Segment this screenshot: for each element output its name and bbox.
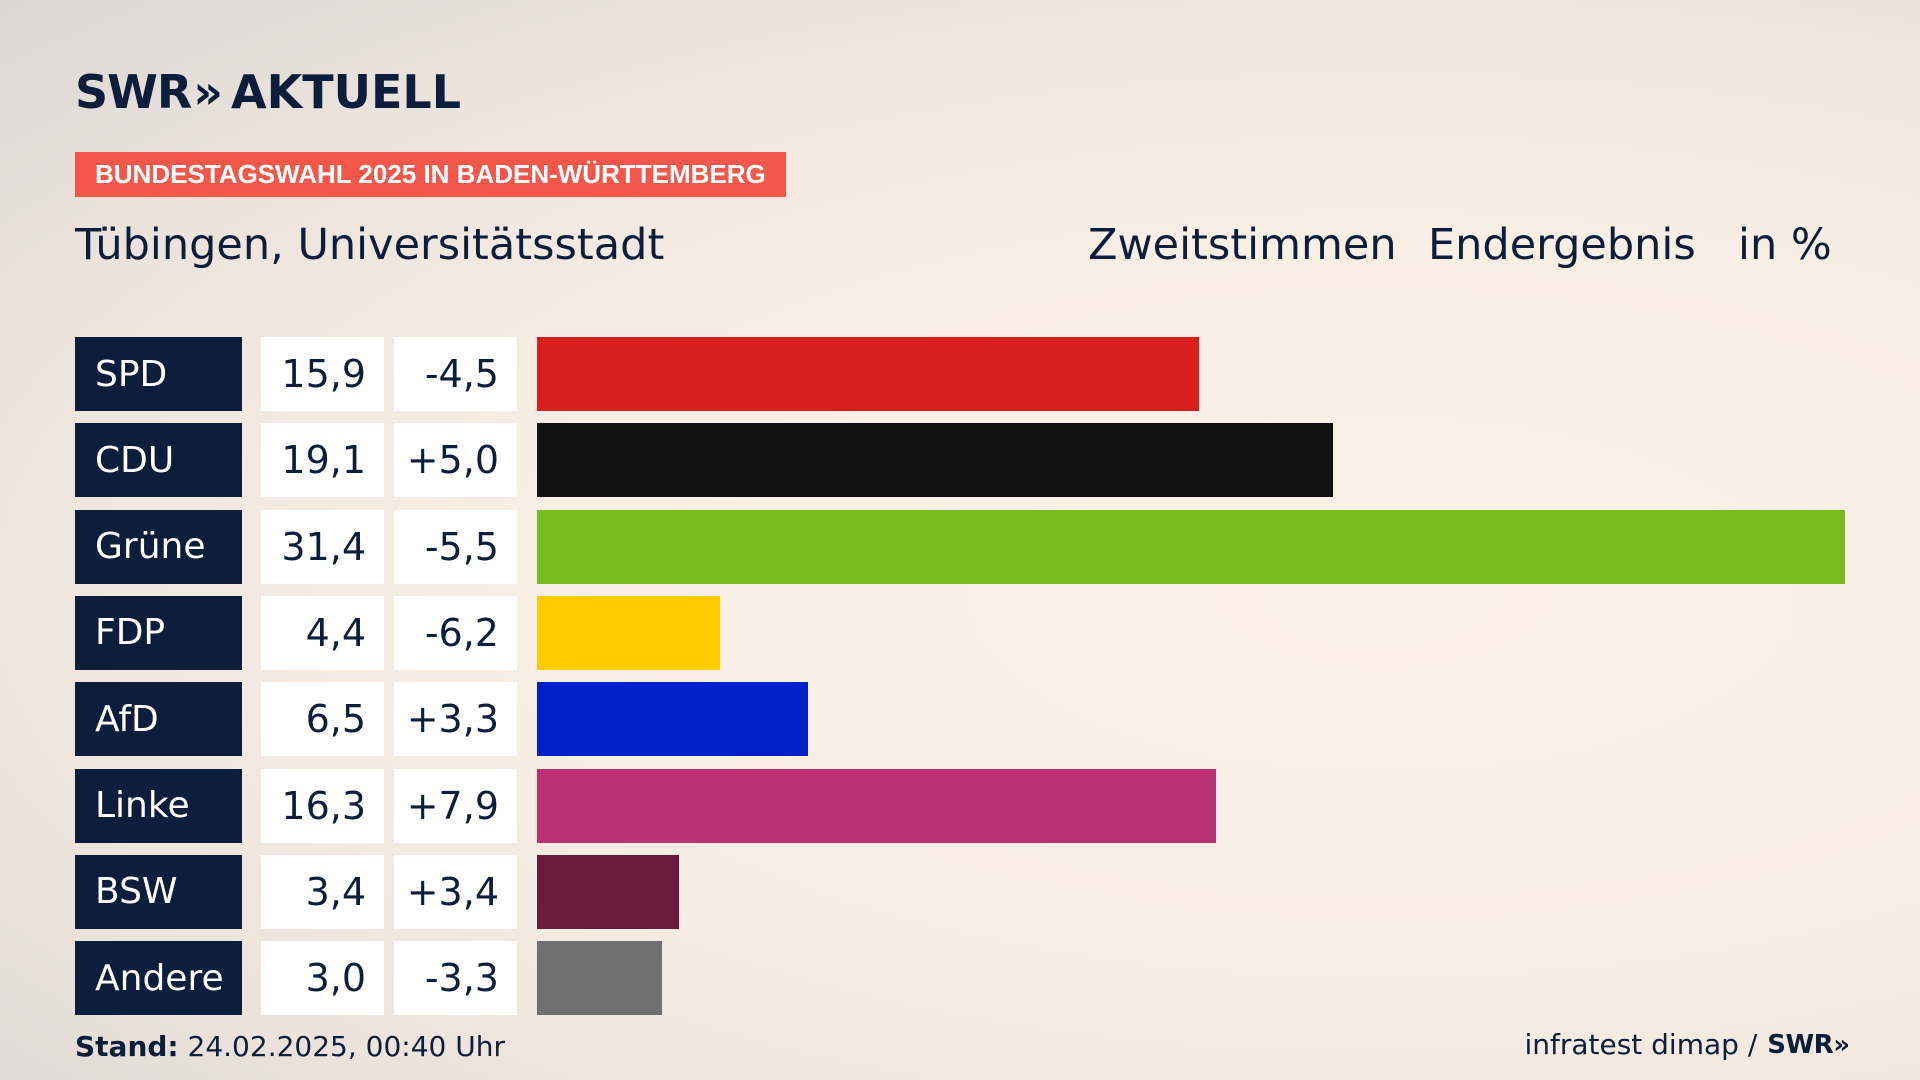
result-bar (537, 768, 1216, 843)
result-row: SPD 15,9 -4,5 (75, 337, 1845, 411)
source-chevron-icon: » (1833, 1029, 1850, 1060)
result-bar (537, 337, 1200, 411)
result-bar (537, 941, 662, 1016)
result-bar (537, 595, 721, 670)
result-row: Grüne 31,4 -5,5 (75, 509, 1845, 584)
vote-type-label: Zweitstimmen (1088, 220, 1397, 270)
party-label: BSW (75, 854, 242, 929)
party-label: CDU (75, 423, 242, 498)
election-banner: BUNDESTAGSWAHL 2025 IN BADEN-WÜRTTEMBERG (75, 152, 786, 197)
party-label: FDP (75, 595, 242, 670)
vote-share-value: 6,5 (261, 682, 384, 757)
status-label: Endergebnis (1428, 220, 1696, 270)
vote-share-value: 31,4 (261, 509, 384, 584)
place-title: Tübingen, Universitätsstadt (75, 220, 665, 270)
swr-aktuell-logo: SWR » AKTUELL (75, 65, 462, 119)
logo-swr: SWR (75, 65, 192, 119)
vote-share-change: -3,3 (394, 941, 517, 1016)
result-row: BSW 3,4 +3,4 (75, 854, 1845, 929)
result-bar (537, 854, 679, 929)
result-row: Linke 16,3 +7,9 (75, 768, 1845, 843)
party-label: AfD (75, 682, 242, 757)
party-label: Andere (75, 941, 242, 1016)
result-row: CDU 19,1 +5,0 (75, 423, 1845, 498)
result-bar (537, 423, 1333, 498)
result-row: FDP 4,4 -6,2 (75, 595, 1845, 670)
timestamp: Stand: 24.02.2025, 00:40 Uhr (75, 1030, 505, 1063)
stand-label: Stand: (75, 1030, 179, 1063)
result-row: Andere 3,0 -3,3 (75, 941, 1845, 1016)
party-label: Linke (75, 768, 242, 843)
result-bar (537, 682, 808, 757)
chart-header: Tübingen, Universitätsstadt Zweitstimmen… (75, 220, 1835, 280)
vote-share-change: +3,4 (394, 854, 517, 929)
vote-share-change: -4,5 (394, 337, 517, 411)
vote-share-value: 4,4 (261, 595, 384, 670)
vote-share-change: +3,3 (394, 682, 517, 757)
source-brand: SWR (1767, 1029, 1834, 1060)
vote-share-change: -6,2 (394, 595, 517, 670)
vote-share-value: 3,0 (261, 941, 384, 1016)
vote-share-value: 19,1 (261, 423, 384, 498)
vote-share-value: 3,4 (261, 854, 384, 929)
vote-share-change: -5,5 (394, 509, 517, 584)
source-text: infratest dimap / (1524, 1028, 1758, 1061)
vote-share-change: +7,9 (394, 768, 517, 843)
vote-share-value: 15,9 (261, 337, 384, 411)
vote-share-value: 16,3 (261, 768, 384, 843)
stand-value: 24.02.2025, 00:40 Uhr (187, 1030, 505, 1063)
unit-label: in % (1738, 220, 1832, 270)
source-credit: infratest dimap / SWR » (1524, 1028, 1850, 1061)
party-label: Grüne (75, 509, 242, 584)
chevron-icon: » (193, 65, 223, 119)
party-label: SPD (75, 337, 242, 411)
vote-share-change: +5,0 (394, 423, 517, 498)
result-row: AfD 6,5 +3,3 (75, 682, 1845, 757)
result-bar (537, 509, 1845, 584)
logo-aktuell: AKTUELL (231, 65, 462, 119)
